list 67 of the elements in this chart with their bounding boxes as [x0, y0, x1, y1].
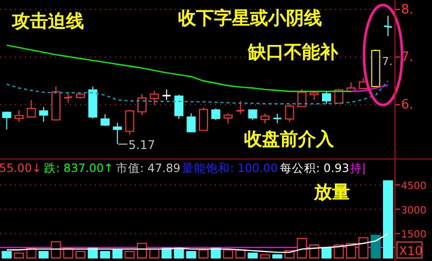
- bar: [248, 252, 258, 258]
- bar: [358, 237, 368, 258]
- annotation: 7.: [382, 55, 392, 68]
- bar: [100, 251, 110, 258]
- candlestick: [63, 92, 73, 104]
- candlestick: [297, 88, 306, 108]
- candlestick: [285, 104, 294, 122]
- y-tick-label: 4500: [401, 180, 426, 192]
- bar: [186, 251, 196, 258]
- bar: [198, 249, 208, 258]
- annotation: 缺口不能补: [247, 42, 339, 63]
- candlestick: [322, 91, 331, 104]
- candlestick: [2, 111, 12, 130]
- candlestick: [125, 109, 134, 136]
- bar: [383, 180, 393, 258]
- bar: [334, 244, 344, 258]
- bar: [76, 251, 86, 258]
- bar: [112, 248, 122, 258]
- candlestick: [236, 100, 246, 115]
- annotation: 收下字星或小阴线: [178, 8, 322, 29]
- candlestick: [112, 122, 122, 145]
- annotation: 攻击迫线: [11, 11, 84, 32]
- y-tick-label: 3000: [401, 205, 426, 216]
- y-tick-label: 8.: [401, 2, 414, 18]
- candlestick: [100, 114, 110, 127]
- candlestick: [383, 15, 393, 37]
- text: 跌: 837.00↑: [44, 161, 114, 175]
- text: 持|: [350, 161, 366, 175]
- bar: [149, 248, 160, 258]
- text: 每公积: 0.93: [280, 161, 350, 175]
- candlestick: [138, 94, 146, 116]
- candlestick: [174, 94, 184, 120]
- candlestick: [199, 107, 208, 131]
- bar: [223, 249, 234, 258]
- candlestick: [14, 110, 24, 122]
- bar: [38, 251, 49, 258]
- y-tick-label: 1500: [401, 230, 426, 241]
- bar: [296, 238, 307, 258]
- text: 55.00↓: [0, 161, 42, 175]
- candlestick: [39, 106, 48, 122]
- text: 量能饱和: 100.00: [182, 161, 278, 175]
- line-series: [6, 233, 389, 253]
- annotation: 放量: [313, 182, 350, 203]
- candlestick: [211, 108, 220, 120]
- bar: [322, 248, 332, 258]
- annotation: 收盘前介入: [244, 129, 335, 150]
- candlestick: [150, 90, 159, 106]
- candlestick: [224, 112, 233, 124]
- bar: [2, 251, 12, 258]
- candlestick: [26, 99, 36, 118]
- bar: [260, 254, 270, 258]
- text: X10: [399, 244, 422, 258]
- bar: [272, 254, 282, 258]
- bar: [124, 251, 135, 258]
- bar: [309, 244, 320, 258]
- text: 市值: 47.89: [116, 161, 180, 175]
- candlestick: [186, 112, 196, 132]
- candlestick: [162, 88, 172, 100]
- bar: [346, 242, 356, 258]
- bar: [14, 252, 24, 258]
- candlestick: [272, 113, 282, 124]
- bar: [370, 234, 381, 258]
- bar: [137, 242, 147, 258]
- y-tick-label: 6.: [401, 98, 414, 113]
- bar: [50, 241, 61, 258]
- annotation: 5.17: [128, 138, 156, 152]
- candlestick: [260, 113, 270, 124]
